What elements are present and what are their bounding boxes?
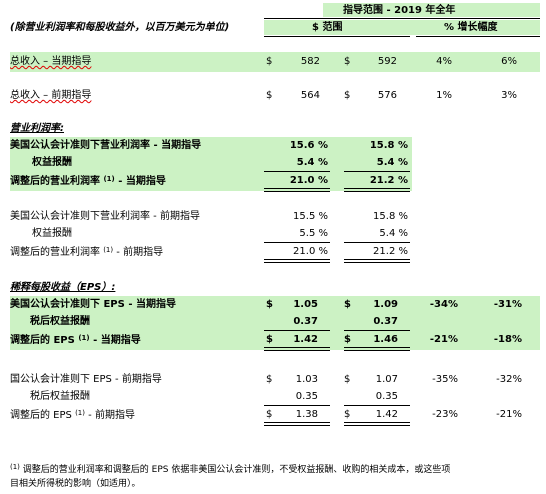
eps-prior-equity-label: 税后权益报酬	[30, 391, 90, 402]
operating-margin-title: 营业利润率:	[10, 123, 64, 134]
revenue-current-growth-high: 6%	[501, 56, 517, 67]
eps-prior-gaap-low: 1.03	[295, 374, 318, 385]
eps-current-adjusted-growth-low: -21%	[429, 334, 458, 345]
op-prior-adjusted-high: 21.2 %	[373, 246, 408, 257]
op-current-gaap-high: 15.8 %	[369, 140, 408, 151]
eps-current-double-underline-low	[264, 347, 330, 351]
eps-title: 稀释每股收益（EPS）:	[10, 282, 116, 293]
column-underline-range	[264, 36, 410, 37]
op-current-equity-high: 5.4 %	[376, 157, 408, 168]
op-current-adjusted-low: 21.0 %	[289, 175, 328, 186]
eps-current-gaap-growth-low: -34%	[429, 299, 458, 310]
eps-prior-equity-high: 0.35	[375, 391, 398, 402]
eps-current-adjusted-low: 1.42	[293, 334, 318, 345]
revenue-prior-growth-high: 3%	[501, 90, 517, 101]
revenue-current-high: 592	[377, 56, 397, 67]
op-current-gaap-label: 美国公认会计准则下营业利润率 - 当期指导	[10, 140, 202, 151]
op-current-double-underline-high	[344, 188, 410, 192]
eps-current-gaap-dollar-1: $	[266, 299, 273, 310]
eps-prior-double-underline-low	[264, 422, 330, 426]
eps-current-adjusted-dollar-1: $	[266, 334, 273, 345]
op-prior-adjusted-low: 21.0 %	[293, 246, 328, 257]
eps-current-equity-label: 税后权益报酬	[30, 316, 90, 327]
op-prior-equity-label: 权益报酬	[32, 228, 72, 239]
units-note: (除营业利润率和每股收益外，以百万美元为单位)	[10, 22, 230, 33]
op-prior-gaap-high: 15.8 %	[373, 211, 408, 222]
eps-prior-adjusted-label: 调整后的 EPS (1) - 前期指导	[10, 409, 135, 421]
eps-prior-sum-line-high	[344, 405, 410, 406]
eps-current-double-underline-high	[344, 347, 410, 351]
revenue-prior-dollar-1: $	[266, 90, 273, 101]
revenue-current-dollar-1: $	[266, 56, 273, 67]
revenue-prior-growth-low: 1%	[436, 90, 452, 101]
eps-prior-gaap-dollar-2: $	[344, 374, 351, 385]
op-current-gaap-low: 15.6 %	[289, 140, 328, 151]
eps-current-adjusted-growth-high: -18%	[493, 334, 522, 345]
op-prior-double-underline-high	[344, 259, 410, 263]
header-columns-band	[264, 20, 540, 35]
revenue-current-label: 总收入 – 当期指导	[10, 56, 92, 67]
header-underline	[264, 18, 540, 19]
eps-prior-gaap-label: 国公认会计准则下 EPS - 前期指导	[10, 374, 162, 385]
eps-prior-gaap-growth-low: -35%	[432, 374, 458, 385]
eps-current-gaap-label: 美国公认会计准则下 EPS - 当期指导	[10, 299, 176, 310]
op-prior-gaap-label: 美国公认会计准则下营业利润率 - 前期指导	[10, 211, 200, 222]
revenue-prior-dollar-2: $	[344, 90, 351, 101]
op-prior-sum-line-high	[344, 242, 410, 243]
revenue-current-dollar-2: $	[344, 56, 351, 67]
op-prior-equity-high: 5.4 %	[379, 228, 408, 239]
eps-prior-adjusted-low: 1.38	[295, 409, 318, 420]
revenue-prior-high: 576	[377, 90, 397, 101]
eps-prior-adjusted-high: 1.42	[375, 409, 398, 420]
header-range-band	[323, 3, 540, 17]
op-current-equity-label: 权益报酬	[32, 157, 72, 168]
eps-prior-adjusted-dollar-2: $	[344, 409, 351, 420]
eps-prior-adjusted-growth-low: -23%	[432, 409, 458, 420]
eps-current-gaap-low: 1.05	[293, 299, 318, 310]
footnote: (1) 调整后的营业利润率和调整后的 EPS 依据非美国公认会计准则，不受权益报…	[10, 463, 451, 489]
eps-prior-gaap-growth-high: -32%	[496, 374, 522, 385]
eps-current-gaap-dollar-2: $	[344, 299, 351, 310]
eps-current-band	[10, 296, 540, 350]
column-underline-growth	[416, 36, 540, 37]
eps-current-gaap-growth-high: -31%	[493, 299, 522, 310]
column-growth: % 增长幅度	[444, 22, 498, 33]
op-current-double-underline-low	[264, 188, 330, 192]
guidance-range-title: 指导范围 - 2019 年全年	[343, 5, 456, 16]
eps-prior-sum-line-low	[264, 405, 330, 406]
eps-current-adjusted-dollar-2: $	[344, 334, 351, 345]
eps-current-sum-line-low	[264, 330, 330, 331]
revenue-prior-low: 564	[300, 90, 320, 101]
eps-current-equity-low: 0.37	[293, 316, 318, 327]
op-prior-double-underline-low	[264, 259, 330, 263]
eps-prior-adjusted-dollar-1: $	[266, 409, 273, 420]
eps-current-sum-line-high	[344, 330, 410, 331]
eps-current-adjusted-label: 调整后的 EPS (1) - 当期指导	[10, 334, 141, 346]
revenue-current-low: 582	[300, 56, 320, 67]
op-current-sum-line-low	[264, 171, 330, 172]
eps-current-equity-high: 0.37	[373, 316, 398, 327]
eps-prior-gaap-dollar-1: $	[266, 374, 273, 385]
eps-prior-gaap-high: 1.07	[375, 374, 398, 385]
eps-prior-double-underline-high	[344, 422, 410, 426]
op-prior-sum-line-low	[264, 242, 330, 243]
eps-current-gaap-high: 1.09	[373, 299, 398, 310]
revenue-current-band	[10, 52, 540, 72]
eps-prior-equity-low: 0.35	[295, 391, 318, 402]
op-current-adjusted-high: 21.2 %	[369, 175, 408, 186]
op-current-sum-line-high	[344, 171, 410, 172]
op-current-equity-low: 5.4 %	[296, 157, 328, 168]
op-prior-adjusted-label: 调整后的营业利润率 (1) - 前期指导	[10, 246, 164, 258]
column-dollar-range: $ 范围	[312, 22, 343, 33]
op-prior-gaap-low: 15.5 %	[293, 211, 328, 222]
revenue-prior-label: 总收入 – 前期指导	[10, 90, 92, 101]
revenue-current-growth-low: 4%	[436, 56, 452, 67]
op-current-adjusted-label: 调整后的营业利润率 (1) - 当期指导	[10, 175, 166, 187]
op-current-band	[10, 137, 412, 191]
eps-current-adjusted-high: 1.46	[373, 334, 398, 345]
eps-prior-adjusted-growth-high: -21%	[496, 409, 522, 420]
op-prior-equity-low: 5.5 %	[299, 228, 328, 239]
